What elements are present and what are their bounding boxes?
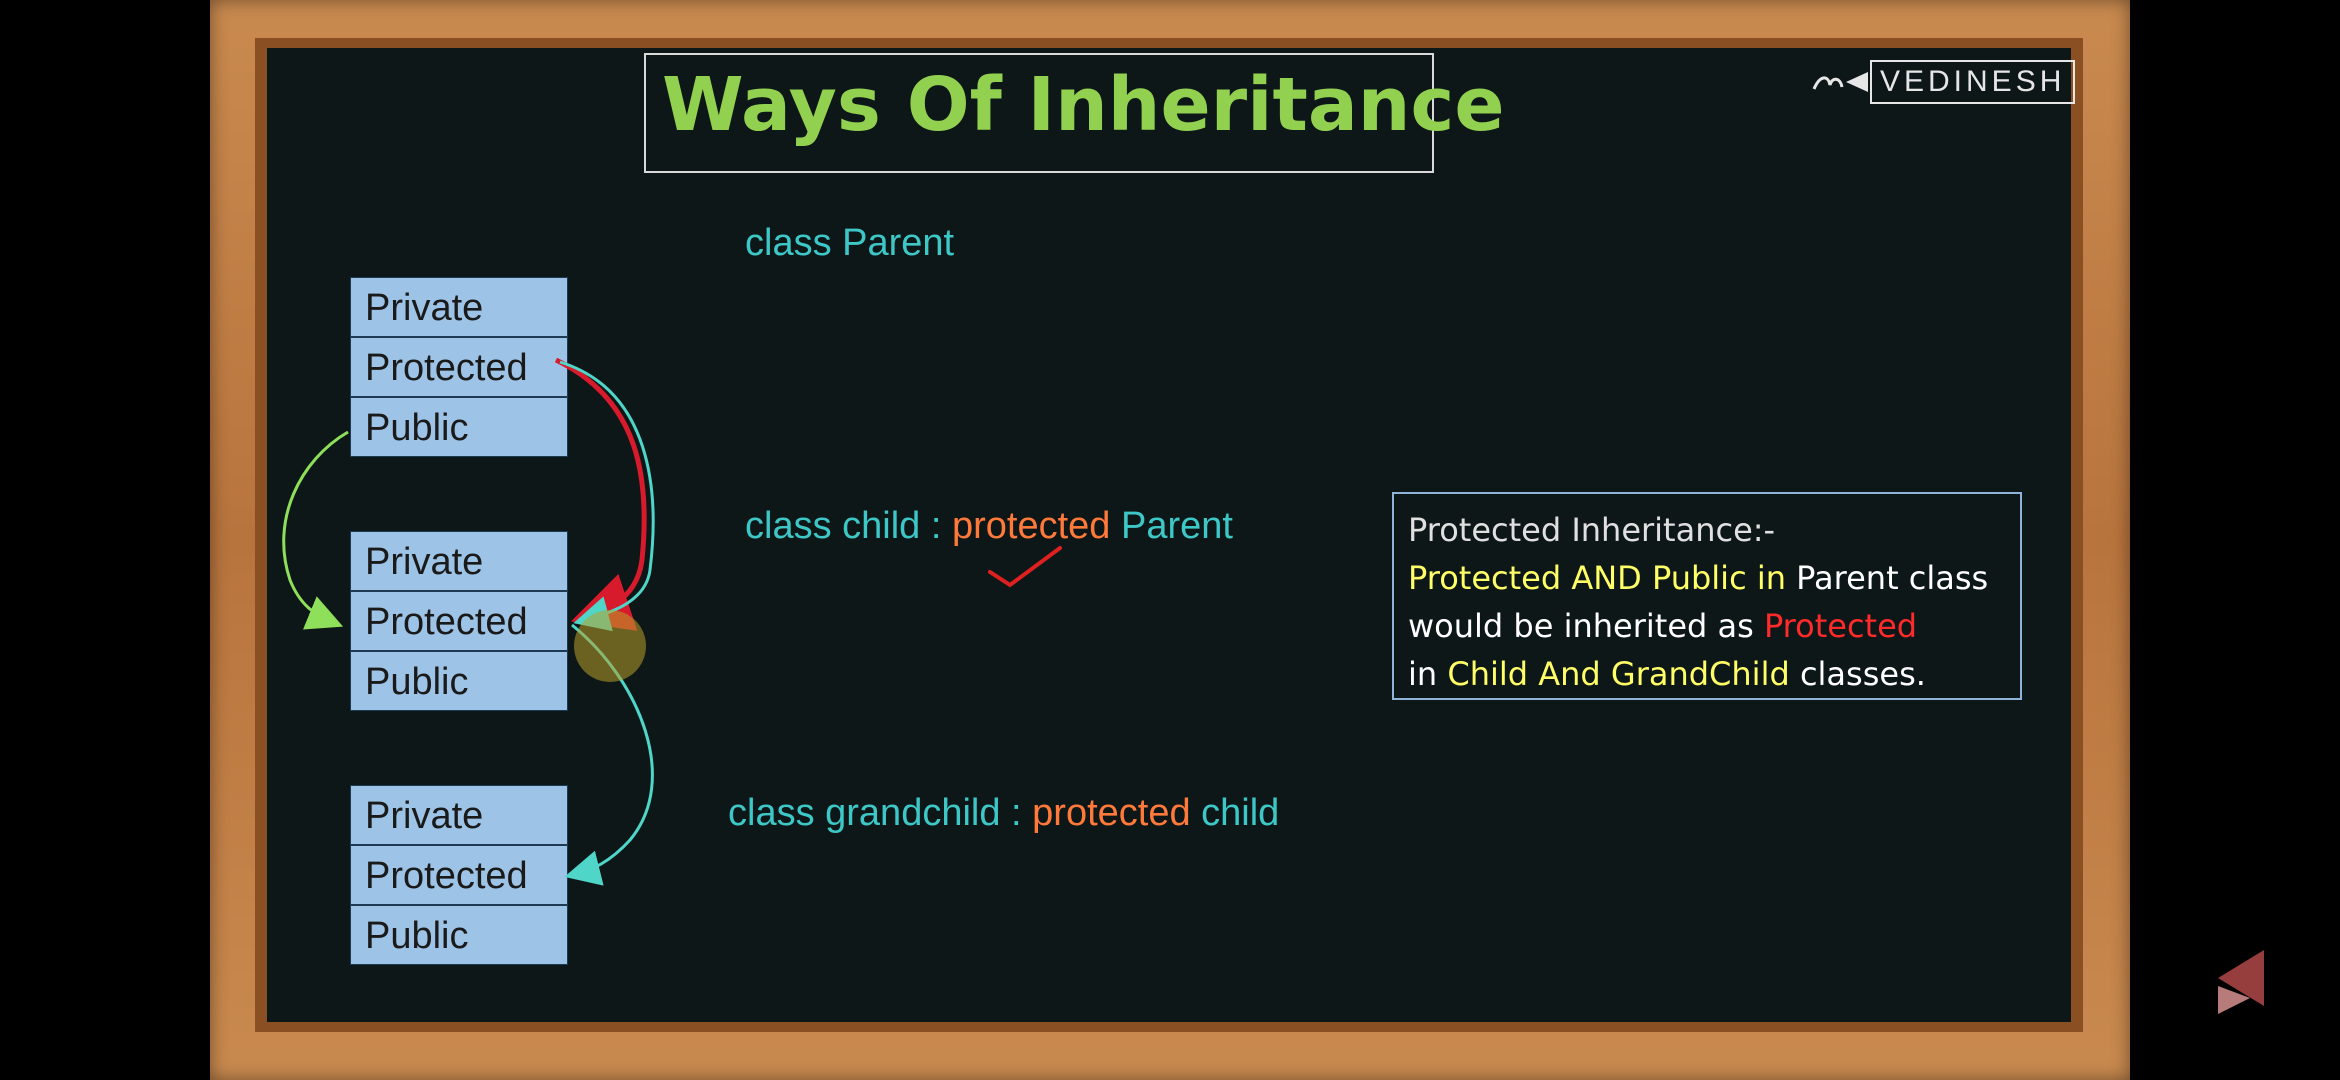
- class-box-child: Private Protected Public: [350, 531, 568, 711]
- member-public: Public: [350, 651, 568, 711]
- member-public: Public: [350, 397, 568, 457]
- member-private: Private: [350, 785, 568, 845]
- pointer-highlight: [574, 610, 646, 682]
- code-child-base: Parent: [1110, 505, 1233, 547]
- member-protected: Protected: [350, 591, 568, 651]
- code-child-prefix: class child :: [745, 505, 952, 547]
- code-grandchild-access: protected: [1032, 792, 1191, 834]
- note-l3-protected: Protected: [1763, 607, 1918, 645]
- brand-logo: VEDINESH: [1810, 60, 2076, 104]
- code-grandchild-prefix: class grandchild :: [728, 792, 1033, 834]
- note-l3-text: would be inherited as: [1408, 607, 1764, 645]
- check-mark: [988, 546, 1062, 588]
- arrow-protected-cyan: [559, 360, 655, 632]
- note-line-4: in Child And GrandChild classes.: [1408, 650, 2006, 698]
- note-l4-in: in: [1408, 655, 1448, 693]
- arrow-protected-red: [554, 357, 647, 631]
- note-line-2: Protected AND Public in Parent class: [1408, 554, 2006, 602]
- title-box: [644, 53, 1434, 173]
- logo-text: VEDINESH: [1870, 60, 2076, 104]
- note-box: Protected Inheritance:- Protected AND Pu…: [1392, 492, 2022, 700]
- code-class-child: class child : protected Parent: [745, 505, 1233, 548]
- member-public: Public: [350, 905, 568, 965]
- slide-title: Ways Of Inheritance: [662, 62, 1505, 148]
- code-child-access: protected: [951, 505, 1111, 547]
- note-l2-highlight: Protected AND Public in: [1408, 559, 1786, 597]
- member-private: Private: [350, 277, 568, 337]
- play-navigation-icon[interactable]: [2214, 948, 2266, 1016]
- member-private: Private: [350, 531, 568, 591]
- note-l2-rest: Parent class: [1786, 559, 1989, 597]
- note-l4-rest: classes.: [1789, 655, 1926, 693]
- member-protected: Protected: [350, 337, 568, 397]
- code-class-grandchild: class grandchild : protected child: [728, 792, 1279, 835]
- note-line-3: would be inherited as Protected: [1408, 602, 2006, 650]
- code-grandchild-base: child: [1190, 792, 1280, 834]
- logo-mark-icon: [1812, 72, 1868, 92]
- note-l4-highlight: Child And GrandChild: [1447, 655, 1790, 693]
- note-heading: Protected Inheritance:-: [1408, 511, 1776, 549]
- arrow-public-to-protected: [282, 430, 349, 630]
- class-box-parent: Private Protected Public: [350, 277, 568, 457]
- code-class-parent: class Parent: [745, 222, 955, 264]
